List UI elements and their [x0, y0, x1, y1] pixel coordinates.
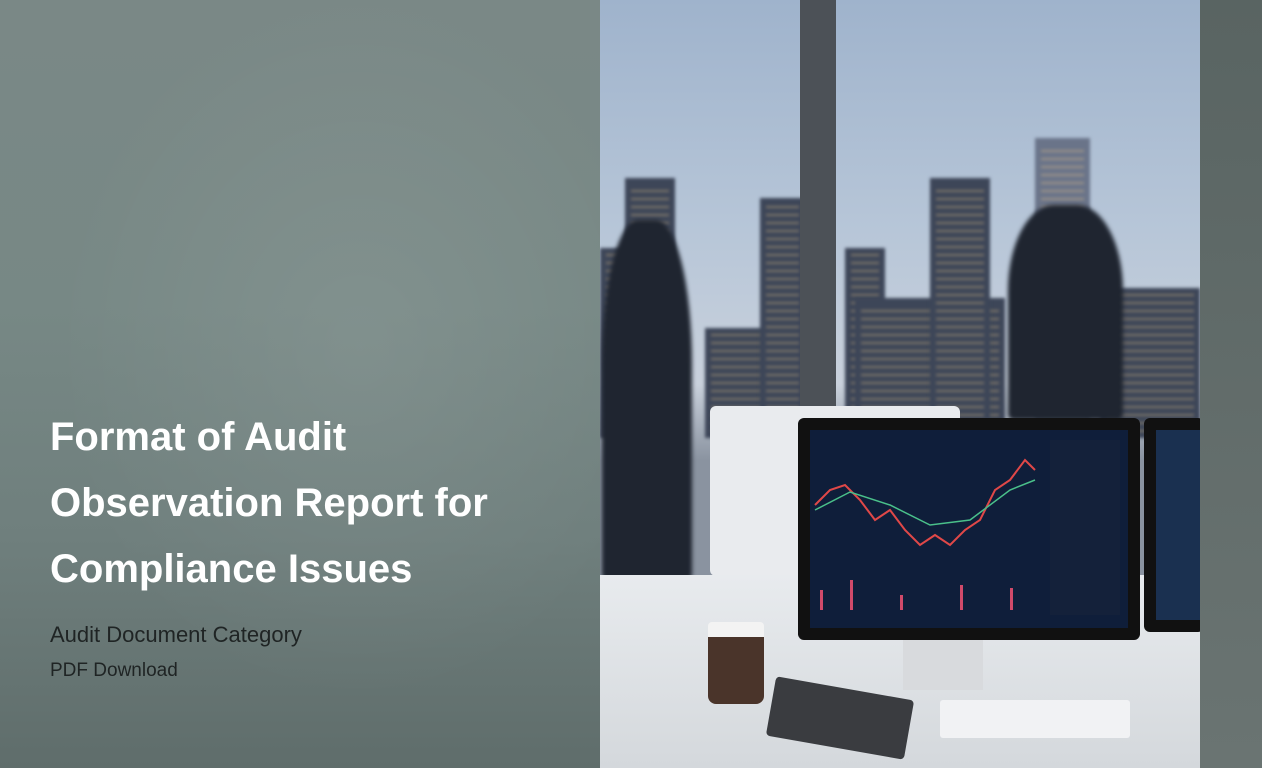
monitor [798, 418, 1140, 640]
office-skyline-photo [600, 0, 1200, 768]
document-category: Audit Document Category [50, 622, 302, 647]
page-title: Format of Audit Observation Report for C… [50, 415, 488, 591]
pdf-download-link[interactable]: PDF Download [50, 660, 178, 681]
coffee-cup [708, 622, 764, 704]
stock-chart-graphic [814, 440, 1120, 615]
right-edge-panel [1200, 0, 1262, 768]
title-panel [0, 0, 600, 768]
keyboard [940, 700, 1130, 738]
